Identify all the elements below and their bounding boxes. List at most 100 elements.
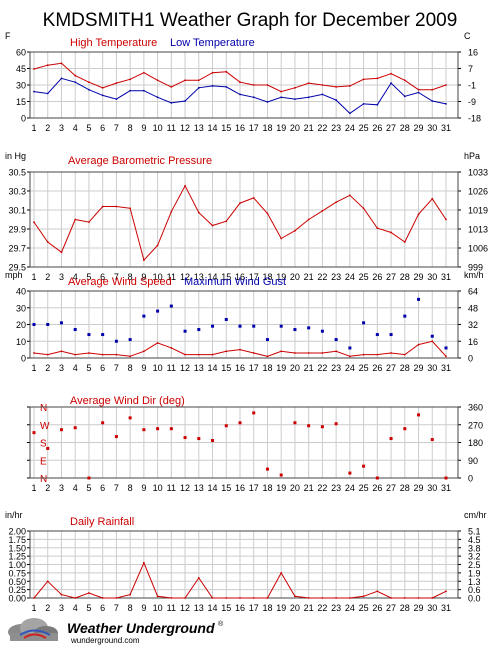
- x-tick-label: 18: [262, 123, 272, 133]
- plot-frame: [29, 171, 459, 268]
- data-point: [279, 324, 283, 328]
- y-tick-label-right: 1.3: [468, 577, 481, 587]
- data-point: [211, 324, 215, 328]
- x-tick-label: 14: [208, 363, 218, 373]
- x-tick-label: 28: [400, 483, 410, 493]
- data-point: [417, 297, 421, 301]
- data-point: [252, 411, 256, 415]
- data-point: [197, 437, 201, 441]
- data-point: [115, 98, 118, 101]
- data-point: [101, 94, 104, 97]
- data-point: [335, 350, 338, 353]
- x-tick-label: 24: [345, 603, 355, 613]
- data-point: [252, 96, 255, 99]
- x-tick-label: 16: [235, 483, 245, 493]
- x-tick-label: 29: [414, 363, 424, 373]
- data-point: [321, 597, 324, 599]
- weather-underground-logo: Weather Underground ® wunderground.com: [0, 610, 230, 645]
- y-tick-label: 15: [16, 97, 26, 107]
- data-point: [280, 96, 283, 99]
- data-point: [238, 324, 242, 328]
- data-point: [307, 82, 310, 85]
- y-tick-label-right: 1026: [468, 187, 488, 197]
- x-tick-label: 5: [86, 363, 91, 373]
- x-tick-label: 23: [331, 272, 341, 282]
- x-tick-label: 15: [221, 603, 231, 613]
- logo-name: Weather Underground: [67, 620, 215, 636]
- right-unit-label: km/h: [464, 270, 484, 280]
- y-tick-label: 20: [16, 320, 26, 330]
- data-point: [390, 72, 392, 75]
- y-tick-label-right: -1: [468, 81, 476, 91]
- data-point: [239, 81, 241, 84]
- x-tick-label: 8: [128, 483, 133, 493]
- x-tick-label: 10: [153, 363, 163, 373]
- data-point: [321, 209, 324, 212]
- data-point: [321, 352, 324, 354]
- data-point: [74, 74, 77, 77]
- data-point: [335, 85, 338, 88]
- x-tick-label: 14: [208, 483, 218, 493]
- y-tick-label: 2.00: [8, 527, 26, 537]
- x-tick-label: 29: [414, 603, 424, 613]
- y-tick-label: 30: [16, 303, 26, 313]
- data-point: [197, 211, 200, 214]
- data-point: [431, 197, 434, 200]
- data-point: [307, 218, 310, 221]
- data-point: [431, 88, 434, 91]
- data-point: [266, 597, 269, 599]
- left-unit-label: in/hr: [5, 510, 23, 520]
- data-point: [280, 571, 283, 574]
- x-tick-label: 11: [167, 603, 176, 613]
- data-point: [197, 328, 201, 332]
- x-tick-label: 8: [128, 603, 133, 613]
- x-tick-label: 28: [400, 272, 410, 282]
- data-point: [169, 304, 173, 308]
- x-tick-label: 21: [304, 483, 314, 493]
- x-tick-label: 2: [45, 123, 50, 133]
- data-point: [389, 333, 393, 337]
- data-point: [348, 346, 352, 350]
- x-tick-label: 9: [141, 123, 146, 133]
- x-tick-label: 9: [141, 363, 146, 373]
- data-point: [335, 597, 338, 599]
- data-point: [266, 101, 269, 103]
- x-tick-label: 9: [141, 483, 146, 493]
- data-point: [211, 439, 215, 443]
- data-point: [389, 437, 393, 441]
- y-tick-label-right: 180: [468, 438, 483, 448]
- data-point: [211, 597, 214, 599]
- data-point: [225, 597, 228, 599]
- data-point: [252, 324, 256, 328]
- data-point: [376, 77, 379, 80]
- y-tick-label: 10: [16, 337, 26, 347]
- x-tick-label: 1: [31, 363, 36, 373]
- data-point: [46, 64, 49, 67]
- data-point: [211, 85, 214, 87]
- x-tick-label: 12: [180, 603, 190, 613]
- data-point: [362, 595, 365, 598]
- x-tick-label: 19: [276, 363, 286, 373]
- data-point: [320, 425, 324, 429]
- x-tick-label: 4: [73, 272, 78, 282]
- x-tick-label: 17: [249, 123, 259, 133]
- x-tick-label: 1: [31, 272, 36, 282]
- x-tick-label: 10: [153, 483, 163, 493]
- x-tick-label: 16: [235, 272, 245, 282]
- y-tick-label: 0.75: [8, 568, 26, 578]
- data-point: [294, 595, 296, 598]
- y-tick-label-right: 90: [468, 456, 478, 466]
- x-tick-label: 4: [73, 483, 78, 493]
- data-point: [307, 597, 310, 599]
- x-tick-label: 18: [262, 363, 272, 373]
- x-tick-label: 30: [427, 603, 437, 613]
- data-point: [60, 77, 63, 80]
- data-point: [403, 597, 406, 599]
- data-point: [335, 201, 338, 204]
- data-point: [101, 86, 104, 89]
- data-point: [184, 79, 186, 82]
- x-tick-label: 6: [100, 272, 105, 282]
- data-point: [445, 218, 447, 221]
- x-tick-label: 12: [180, 123, 190, 133]
- plot-frame: [29, 290, 459, 359]
